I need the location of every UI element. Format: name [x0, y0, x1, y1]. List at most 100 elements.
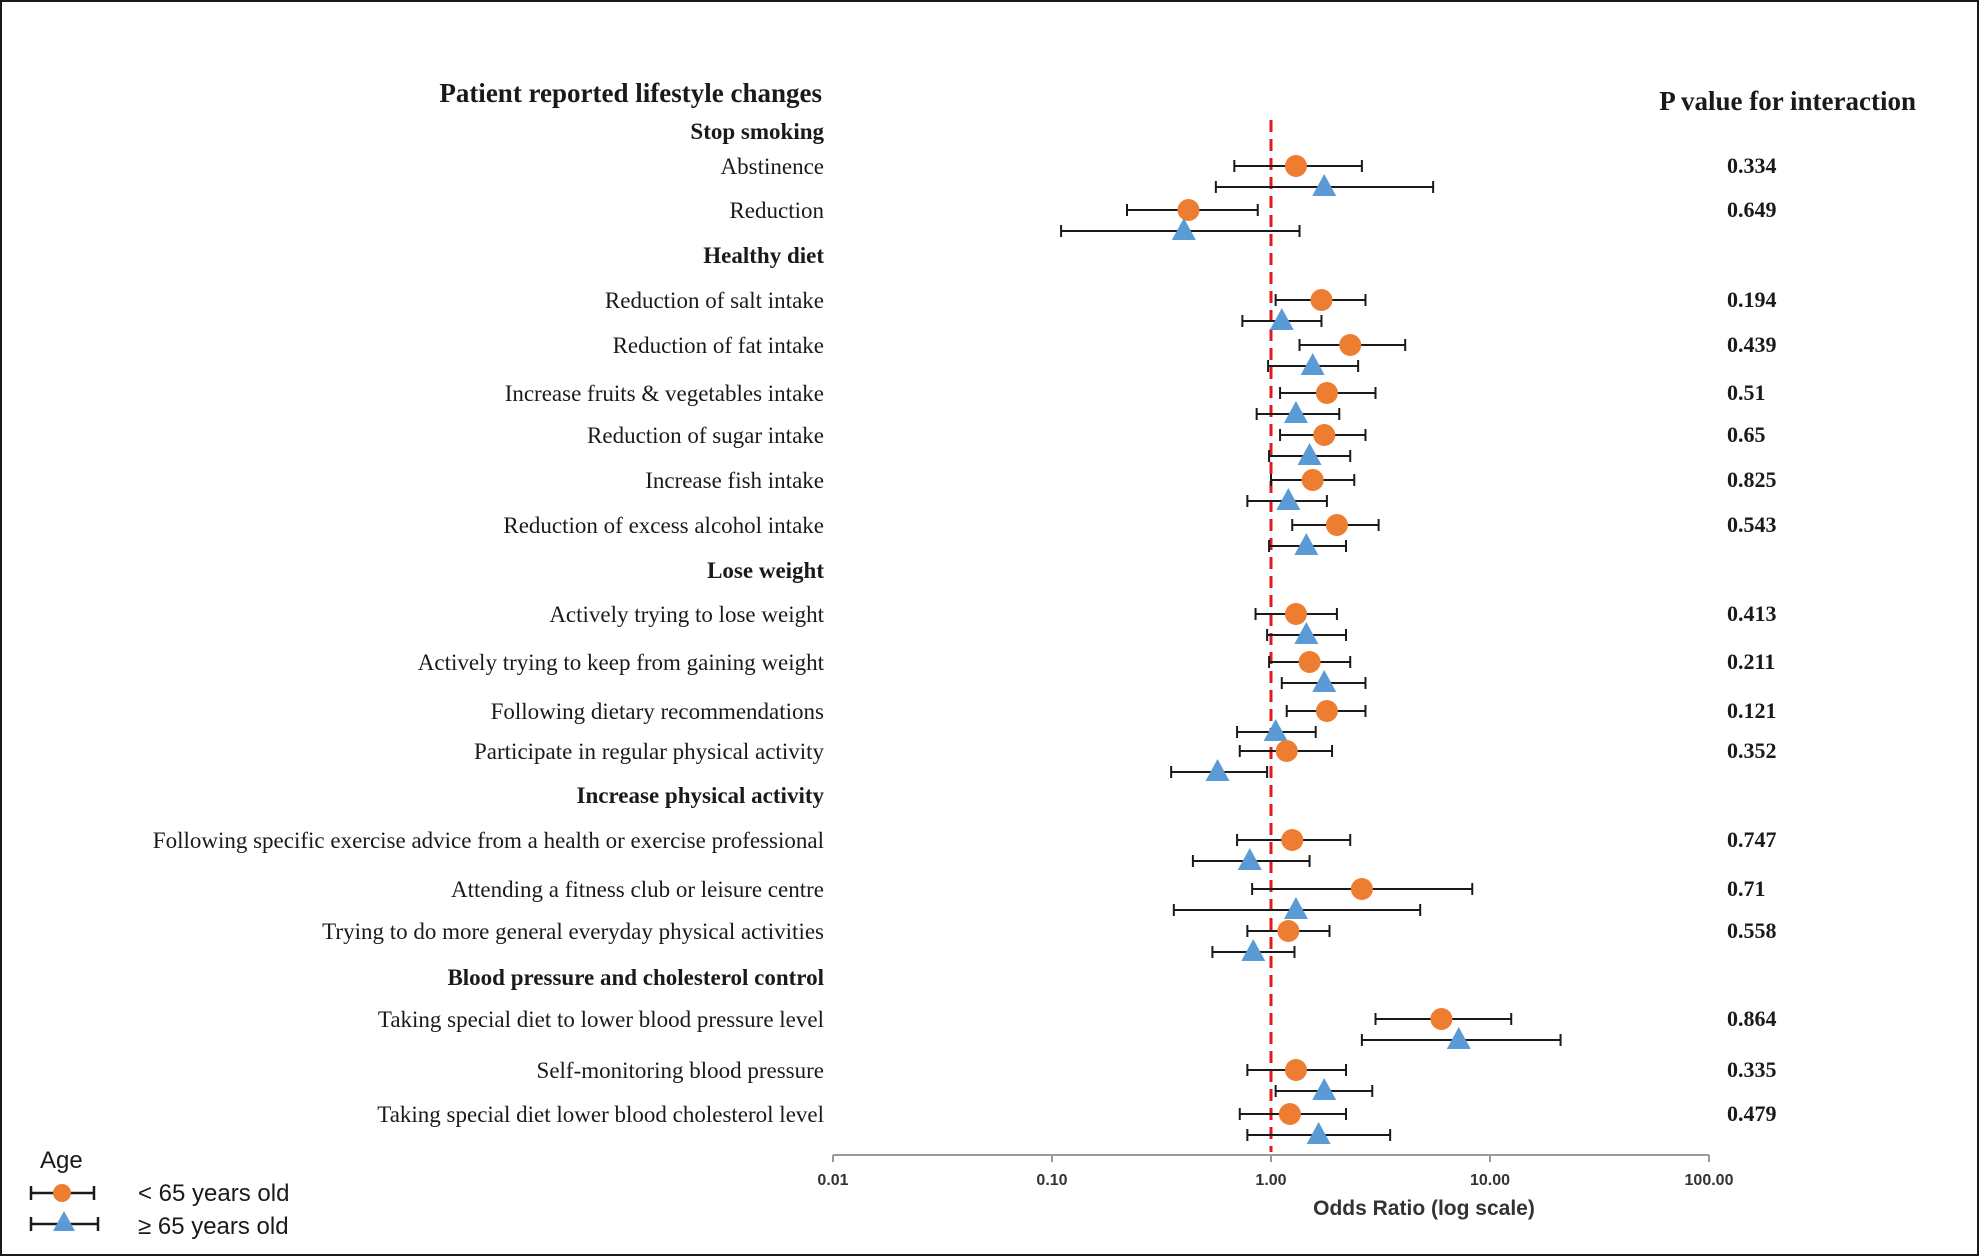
legend-ge65-marker — [53, 1211, 75, 1231]
lt65-estimate — [1246, 1059, 1347, 1081]
ge65-point — [1294, 533, 1319, 555]
legend-lt65-marker — [53, 1184, 71, 1202]
row-label: Participate in regular physical activity — [474, 739, 824, 764]
p-value: 0.479 — [1727, 1101, 1777, 1126]
lt65-estimate — [1251, 878, 1474, 900]
ge65-estimate — [1214, 174, 1435, 196]
ge65-estimate — [1274, 1078, 1374, 1100]
ge65-point — [1306, 1122, 1331, 1144]
ge65-estimate — [1170, 759, 1269, 781]
lt65-point — [1284, 603, 1307, 625]
lt65-estimate — [1270, 469, 1356, 491]
category-label: Blood pressure and cholesterol control — [447, 965, 824, 990]
ge65-point — [1283, 401, 1308, 423]
lt65-point — [1284, 1059, 1307, 1081]
lt65-point — [1325, 514, 1348, 536]
x-axis: 0.01 0.10 1.00 10.00 100.00 — [817, 1154, 1734, 1189]
category-label: Lose weight — [707, 558, 824, 583]
ge65-estimate — [1211, 939, 1296, 961]
lt65-point — [1315, 382, 1338, 404]
lt65-estimate — [1268, 651, 1352, 673]
p-value: 0.335 — [1727, 1057, 1777, 1082]
ge65-estimate — [1246, 488, 1328, 510]
x-tick-label: 0.01 — [817, 1172, 848, 1189]
ge65-point — [1241, 939, 1266, 961]
ge65-point — [1237, 848, 1262, 870]
ge65-point — [1297, 443, 1322, 465]
lt65-estimate — [1236, 829, 1352, 851]
lt65-point — [1301, 469, 1324, 491]
row-label: Attending a fitness club or leisure cent… — [451, 877, 824, 902]
p-values: 0.334 0.649 0.194 0.439 0.51 0.65 0.825 0.543 0.… — [1727, 153, 1777, 1126]
ge65-point — [1446, 1027, 1471, 1049]
ge65-estimate — [1280, 670, 1367, 692]
ge65-estimate — [1236, 719, 1317, 741]
pvalue-header: P value for interaction — [1659, 86, 1916, 116]
ge65-point — [1276, 488, 1301, 510]
x-tick-label: 1.00 — [1255, 1172, 1286, 1189]
plot-marks — [1060, 155, 1562, 1144]
p-value: 0.864 — [1727, 1006, 1777, 1031]
category-label: Healthy diet — [703, 243, 824, 268]
row-label: Taking special diet lower blood choleste… — [377, 1102, 824, 1127]
ge65-point — [1312, 1078, 1337, 1100]
ge65-point — [1263, 719, 1288, 741]
lt65-estimate — [1125, 199, 1259, 221]
legend-ge65-label: ≥ 65 years old — [138, 1213, 289, 1240]
x-tick-label: 100.00 — [1685, 1172, 1734, 1189]
p-value: 0.121 — [1727, 698, 1777, 723]
row-label: Following specific exercise advice from … — [153, 828, 824, 853]
legend-item-ge65: ≥ 65 years old — [29, 1211, 289, 1240]
x-tick-label: 10.00 — [1470, 1172, 1510, 1189]
ge65-point — [1312, 670, 1337, 692]
row-label: Taking special diet to lower blood press… — [378, 1007, 824, 1032]
lt65-estimate — [1238, 1103, 1347, 1125]
chart-title: Patient reported lifestyle changes — [439, 78, 822, 108]
lt65-point — [1284, 155, 1307, 177]
lt65-point — [1275, 740, 1298, 762]
lt65-point — [1277, 920, 1300, 942]
lt65-estimate — [1279, 424, 1367, 446]
p-value: 0.211 — [1727, 649, 1775, 674]
lt65-point — [1298, 651, 1321, 673]
row-label: Increase fruits & vegetables intake — [505, 381, 824, 406]
ge65-point — [1171, 218, 1196, 240]
category-label: Increase physical activity — [577, 783, 825, 808]
lt65-estimate — [1246, 920, 1331, 942]
ge65-point — [1283, 897, 1308, 919]
row-label: Reduction — [729, 198, 824, 223]
p-value: 0.71 — [1727, 876, 1766, 901]
row-label: Reduction of fat intake — [613, 333, 824, 358]
p-value: 0.334 — [1727, 153, 1777, 178]
ge65-estimate — [1246, 1122, 1392, 1144]
category-label: Stop smoking — [690, 119, 824, 144]
lt65-point — [1339, 334, 1362, 356]
p-value: 0.194 — [1727, 287, 1777, 312]
p-value: 0.413 — [1727, 601, 1777, 626]
lt65-point — [1350, 878, 1373, 900]
x-tick-label: 0.10 — [1036, 1172, 1067, 1189]
row-label: Reduction of sugar intake — [587, 423, 824, 448]
ge65-estimate — [1268, 443, 1352, 465]
lt65-point — [1430, 1008, 1453, 1030]
ge65-estimate — [1241, 308, 1323, 330]
row-label: Reduction of salt intake — [605, 288, 824, 313]
lt65-estimate — [1285, 700, 1367, 722]
lt65-point — [1177, 199, 1200, 221]
p-value: 0.543 — [1727, 512, 1777, 537]
lt65-point — [1278, 1103, 1301, 1125]
lt65-estimate — [1233, 155, 1363, 177]
row-label: Self-monitoring blood pressure — [537, 1058, 824, 1083]
row-label: Following dietary recommendations — [491, 699, 824, 724]
p-value: 0.558 — [1727, 918, 1777, 943]
ge65-estimate — [1060, 218, 1301, 240]
x-axis-label: Odds Ratio (log scale) — [1313, 1197, 1535, 1220]
row-labels: Stop smoking Abstinence Reduction Healthy d… — [153, 119, 825, 1127]
ge65-point — [1294, 622, 1319, 644]
p-value: 0.51 — [1727, 380, 1766, 405]
lt65-point — [1281, 829, 1304, 851]
ge65-estimate — [1191, 848, 1311, 870]
p-value: 0.747 — [1727, 827, 1777, 852]
